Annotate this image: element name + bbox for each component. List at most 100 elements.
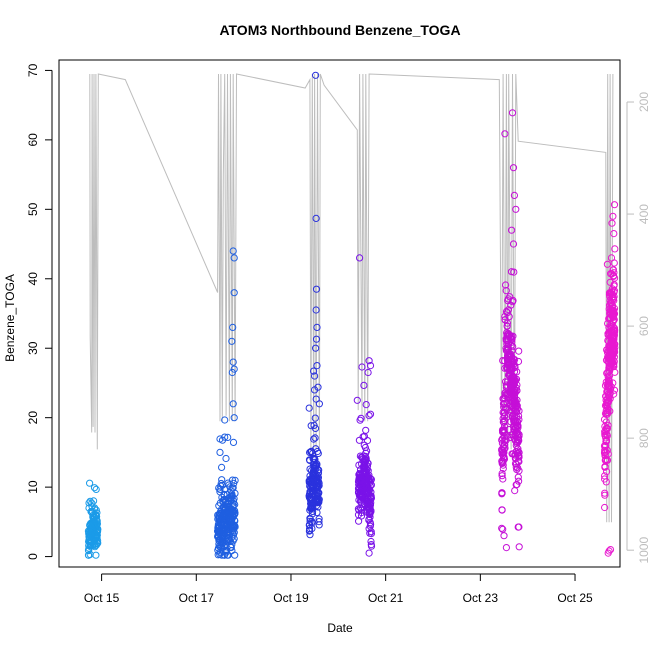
data-point: [498, 524, 506, 532]
data-point: [608, 358, 616, 367]
data-point: [229, 438, 238, 446]
y2-tick-label: 600: [637, 316, 650, 336]
data-point: [358, 508, 366, 517]
data-point: [308, 525, 316, 533]
data-point: [229, 247, 237, 255]
data-point: [363, 462, 372, 470]
data-point: [362, 492, 370, 500]
data-point: [507, 301, 515, 309]
data-point: [229, 358, 237, 366]
data-point: [514, 473, 522, 481]
pressure-trace-line: [89, 73, 614, 523]
data-point: [228, 368, 236, 377]
data-point: [513, 480, 521, 489]
data-point: [362, 401, 370, 409]
data-point: [504, 295, 512, 303]
data-point: [228, 337, 236, 345]
data-point: [504, 344, 512, 352]
data-point: [230, 254, 238, 262]
data-point: [312, 335, 321, 343]
data-point: [365, 499, 373, 507]
data-point: [355, 477, 363, 485]
data-point: [508, 338, 516, 346]
data-point: [498, 459, 506, 467]
data-point: [231, 489, 239, 497]
data-point: [607, 314, 615, 322]
data-point: [364, 490, 373, 498]
data-point: [513, 368, 521, 376]
data-point: [230, 414, 238, 422]
data-point: [360, 381, 368, 389]
data-point: [510, 393, 519, 401]
x-tick-label: Oct 21: [368, 591, 404, 605]
data-point: [354, 488, 363, 497]
y2-tick-label: 1000: [637, 537, 650, 564]
data-point: [312, 344, 320, 352]
data-point: [605, 323, 613, 331]
data-point: [498, 469, 506, 478]
y2-tick-label: 200: [637, 92, 650, 112]
data-point: [501, 316, 509, 324]
data-point: [603, 425, 611, 433]
data-point: [609, 212, 617, 220]
data-point: [358, 453, 366, 461]
data-point: [306, 524, 314, 533]
data-point: [310, 454, 318, 463]
data-point: [230, 365, 238, 373]
data-point: [606, 342, 615, 350]
data-point: [511, 487, 519, 495]
y-tick-label: 0: [26, 553, 40, 560]
data-point: [505, 371, 513, 379]
data-point: [499, 464, 507, 473]
data-point: [356, 416, 364, 424]
data-point: [507, 382, 515, 390]
data-point: [224, 479, 232, 487]
data-point: [510, 404, 518, 412]
data-point: [498, 490, 506, 498]
data-point: [315, 400, 323, 408]
data-point: [226, 516, 234, 524]
data-point: [507, 358, 515, 366]
data-point: [217, 479, 225, 488]
data-point: [514, 445, 522, 453]
data-point: [359, 455, 367, 463]
data-point: [512, 402, 520, 410]
data-point: [509, 240, 518, 248]
data-point: [503, 322, 511, 330]
data-point: [231, 500, 239, 509]
data-point: [365, 357, 373, 365]
data-point: [498, 439, 506, 447]
data-point: [310, 435, 318, 443]
data-point: [225, 505, 233, 513]
y2-tick-label: 400: [637, 204, 650, 224]
plot-frame: [58, 59, 621, 568]
data-point: [84, 546, 93, 554]
data-point: [313, 461, 321, 469]
data-point: [305, 404, 313, 412]
data-point: [218, 551, 226, 559]
data-point: [215, 532, 223, 540]
data-point: [606, 313, 614, 321]
y-tick-label: 20: [26, 411, 40, 425]
data-point: [219, 497, 227, 505]
data-point: [358, 363, 366, 371]
data-point: [607, 254, 616, 262]
data-point: [611, 328, 619, 336]
data-point: [603, 260, 612, 268]
y2-tick-label: 800: [637, 428, 650, 448]
data-point: [367, 481, 375, 489]
data-point: [366, 513, 374, 521]
data-point: [512, 463, 520, 471]
data-point: [224, 433, 232, 441]
data-point: [606, 546, 615, 554]
data-point: [500, 441, 508, 449]
data-point: [603, 404, 612, 412]
data-point: [356, 254, 364, 262]
data-point: [312, 71, 320, 79]
data-point: [221, 485, 229, 493]
data-point: [365, 412, 373, 420]
data-point: [353, 396, 361, 404]
data-point: [356, 492, 364, 500]
data-point: [512, 423, 520, 431]
